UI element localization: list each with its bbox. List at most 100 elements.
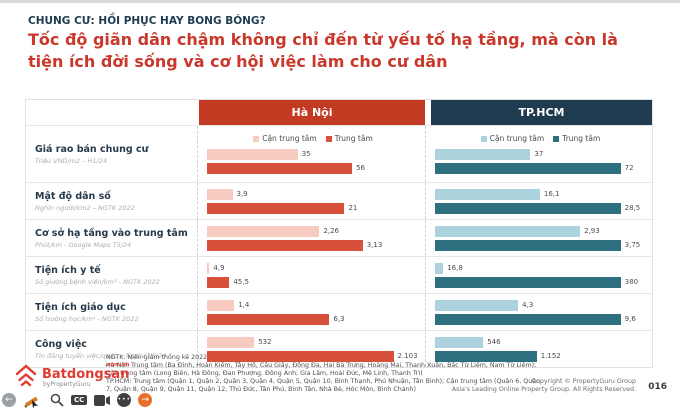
closed-captions-icon[interactable]: CC xyxy=(71,394,88,406)
metric-source: Số trường học/km² - NGTK 2022 xyxy=(35,314,139,323)
pencil-icon[interactable] xyxy=(23,391,43,409)
bar-trung-tam xyxy=(435,162,621,174)
bar-line: 35 xyxy=(207,148,419,160)
header-empty-cell xyxy=(26,100,198,125)
bar-trung-tam xyxy=(207,350,394,362)
metric-label-cell: Cơ sở hạ tầng vào trung tâm Phút/km - Goo… xyxy=(26,220,198,256)
house-logo-icon xyxy=(13,362,39,392)
magnifier-icon[interactable] xyxy=(50,393,64,407)
metric-row: Cơ sở hạ tầng vào trung tâm Phút/km - Goo… xyxy=(26,219,652,256)
legend-item: Cận trung tâm xyxy=(253,134,317,143)
legend-swatch-icon xyxy=(480,135,487,142)
chart-cell-tphcm: 16,8 380 xyxy=(425,257,652,293)
bar-value: 37 xyxy=(534,150,544,158)
chart-cell-hanoi: Cận trung tâm Trung tâm 35 56 xyxy=(198,126,425,182)
bar-trung-tam xyxy=(435,313,621,325)
bar-value: 3,9 xyxy=(236,190,248,198)
bar-line: 3,13 xyxy=(207,239,419,251)
bar-line: 546 xyxy=(435,336,646,348)
metric-label-cell: Tiện ích giáo dục Số trường học/km² - NGT… xyxy=(26,294,198,330)
bar-can-trung-tam xyxy=(207,299,235,311)
metric-name: Mật độ dân số xyxy=(35,190,111,202)
bar-line: 21 xyxy=(207,202,419,214)
copyright-line-2: Asia's Leading Online Property Group. Al… xyxy=(451,386,636,394)
bar-line: 4,3 xyxy=(435,299,646,311)
bar-trung-tam xyxy=(207,313,330,325)
bar-can-trung-tam xyxy=(435,148,531,160)
bar-line: 1.152 xyxy=(435,350,646,362)
bar-line: 380 xyxy=(435,276,646,288)
more-options-icon[interactable]: ••• xyxy=(117,393,132,407)
bar-line: 37 xyxy=(435,148,646,160)
metric-row: Tiện ích y tế Số giường bệnh viện/km² - N… xyxy=(26,256,652,293)
bar-can-trung-tam xyxy=(435,299,519,311)
chart-cell-tphcm: Cận trung tâm Trung tâm 37 72 xyxy=(425,126,652,182)
metric-source: Phút/km - Google Maps T5/24 xyxy=(35,240,132,249)
bar-can-trung-tam xyxy=(207,262,210,274)
bar-line: 1,4 xyxy=(207,299,419,311)
bar-trung-tam xyxy=(435,350,537,362)
bar-line: 2.103 xyxy=(207,350,419,362)
chart-cell-hanoi: 1,4 6,3 xyxy=(198,294,425,330)
bar-value: 546 xyxy=(487,338,501,346)
bar-can-trung-tam xyxy=(207,148,298,160)
video-camera-icon[interactable] xyxy=(94,394,111,406)
bar-value: 28,5 xyxy=(624,204,641,212)
chart-cell-hanoi: 532 2.103 xyxy=(198,331,425,367)
metric-source: Số giường bệnh viện/km² - NGTK 2022 xyxy=(35,277,160,286)
bar-can-trung-tam xyxy=(207,225,320,237)
logo-name: Batdongsan xyxy=(42,367,130,382)
bar-trung-tam xyxy=(207,276,230,288)
metric-source: Tin đăng tuyển việc/quận – TopCV T5/24 xyxy=(35,351,167,360)
bar-can-trung-tam xyxy=(207,336,255,348)
footnote-line-1: NGTK: Niên giám thống kê 2022 xyxy=(106,354,208,361)
chart-cell-tphcm: 2,93 3,75 xyxy=(425,220,652,256)
metric-name: Tiện ích giáo dục xyxy=(35,301,126,313)
chart-cell-tphcm: 4,3 9,6 xyxy=(425,294,652,330)
copyright-line-1: Copyright © PropertyGuru Group xyxy=(531,378,636,385)
legend-label: Trung tâm xyxy=(334,134,373,143)
bar-value: 532 xyxy=(258,338,272,346)
bar-can-trung-tam xyxy=(435,225,581,237)
logo-byline: byPropertyGuru xyxy=(43,381,91,388)
bar-can-trung-tam xyxy=(207,188,233,200)
metric-row: Công việc Tin đăng tuyển việc/quận – TopC… xyxy=(26,330,652,367)
chart-cell-tphcm: 16,1 28,5 xyxy=(425,183,652,219)
bar-value: 4,9 xyxy=(213,264,225,272)
metric-row: Giá rao bán chung cư Triệu VND/m2 – H1/24… xyxy=(26,125,652,182)
bar-line: 3,9 xyxy=(207,188,419,200)
bar-value: 16,8 xyxy=(447,264,463,272)
bar-value: 45,5 xyxy=(233,278,249,286)
bar-value: 21 xyxy=(348,204,358,212)
bar-value: 2,26 xyxy=(323,227,340,235)
metric-source: Triệu VND/m2 – H1/24 xyxy=(35,156,107,165)
bar-line: 28,5 xyxy=(435,202,646,214)
legend-swatch-icon xyxy=(253,135,260,142)
back-arrow-icon[interactable]: ← xyxy=(2,393,16,407)
overlay-toolbar: ← CC ••• → xyxy=(2,391,153,409)
metric-source: Nghìn người/km2 – NGTK 2022 xyxy=(35,203,135,212)
bar-value: 1.152 xyxy=(540,352,561,360)
bar-value: 380 xyxy=(624,278,639,286)
metric-name: Công việc xyxy=(35,338,87,350)
bar-line: 9,6 xyxy=(435,313,646,325)
bar-line: 3,75 xyxy=(435,239,646,251)
legend-label: Cận trung tâm xyxy=(262,134,317,143)
bar-value: 9,6 xyxy=(624,315,636,323)
metric-row: Tiện ích giáo dục Số trường học/km² - NGT… xyxy=(26,293,652,330)
bar-line: 2,93 xyxy=(435,225,646,237)
bar-line: 2,26 xyxy=(207,225,419,237)
legend-swatch-icon xyxy=(325,135,332,142)
chart-cell-hanoi: 4,9 45,5 xyxy=(198,257,425,293)
legend-item: Trung tâm xyxy=(325,134,373,143)
table-header-row: Hà Nội TP.HCM xyxy=(26,100,652,125)
legend-label: Cận trung tâm xyxy=(489,134,545,143)
slide-title: Tốc độ giãn dân chậm không chỉ đến từ yế… xyxy=(28,30,618,71)
header-hanoi: Hà Nội xyxy=(198,100,425,125)
legend-item: Cận trung tâm xyxy=(480,134,545,143)
footnote: NGTK: Niên giám thống kê 2022 Hà Nội: Tr… xyxy=(106,354,544,394)
chart-cell-hanoi: 2,26 3,13 xyxy=(198,220,425,256)
bar-value: 2,93 xyxy=(584,227,600,235)
forward-arrow-icon[interactable]: → xyxy=(138,393,153,407)
bar-line: 4,9 xyxy=(207,262,419,274)
